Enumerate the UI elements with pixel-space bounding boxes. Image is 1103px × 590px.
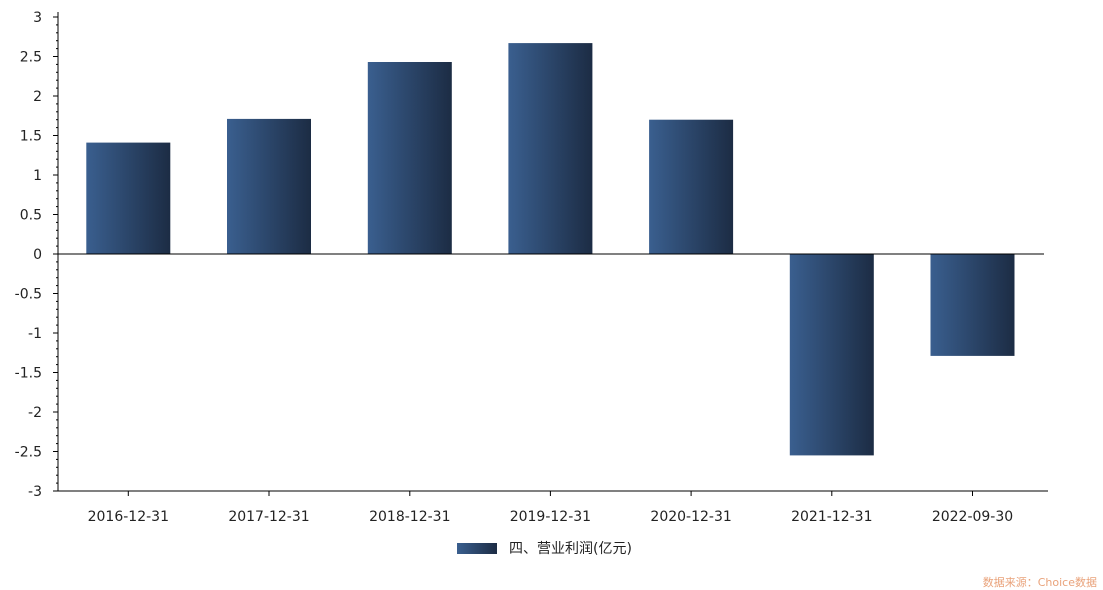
- x-tick-label: 2018-12-31: [369, 509, 450, 525]
- y-tick-label: 2: [33, 89, 42, 105]
- y-tick-label: -3: [28, 484, 42, 500]
- legend-label: 四、营业利润(亿元): [509, 541, 632, 557]
- y-tick-label: -1: [28, 326, 42, 342]
- y-tick-label: 3: [33, 10, 42, 26]
- y-tick-label: 1.5: [20, 129, 42, 145]
- y-tick-label: 2.5: [20, 50, 42, 66]
- x-tick-label: 2017-12-31: [228, 509, 309, 525]
- data-source-note: 数据来源：Choice数据: [982, 576, 1097, 589]
- y-tick-label: -2.5: [15, 445, 42, 461]
- bar-2022-09-30: [930, 254, 1015, 356]
- x-tick-label: 2022-09-30: [932, 509, 1013, 525]
- y-tick-label: 0: [33, 247, 42, 263]
- x-tick-label: 2020-12-31: [650, 509, 731, 525]
- bars-group: [86, 43, 1015, 456]
- legend: 四、营业利润(亿元): [457, 538, 632, 558]
- bar-2020-12-31: [649, 119, 734, 254]
- bar-2021-12-31: [789, 254, 874, 456]
- bar-2017-12-31: [227, 118, 311, 255]
- x-tick-label: 2016-12-31: [88, 509, 169, 525]
- bar-2018-12-31: [367, 62, 452, 254]
- x-tick-label: 2019-12-31: [510, 509, 591, 525]
- legend-swatch: [457, 542, 497, 554]
- y-tick-label: 1: [33, 168, 42, 184]
- y-tick-label: -2: [28, 405, 42, 421]
- bar-2019-12-31: [508, 43, 593, 254]
- y-tick-label: 0.5: [20, 208, 42, 224]
- y-tick-label: -1.5: [15, 366, 42, 382]
- axes-group: 3 2.5 2 1.5 1 0.5 0 -0.5 -1 -1.5 -2 -2.5 -3 2016-12-3…: [15, 10, 1048, 525]
- y-tick-label: -0.5: [15, 287, 42, 303]
- bar-2016-12-31: [86, 142, 171, 254]
- x-tick-label: 2021-12-31: [791, 509, 872, 525]
